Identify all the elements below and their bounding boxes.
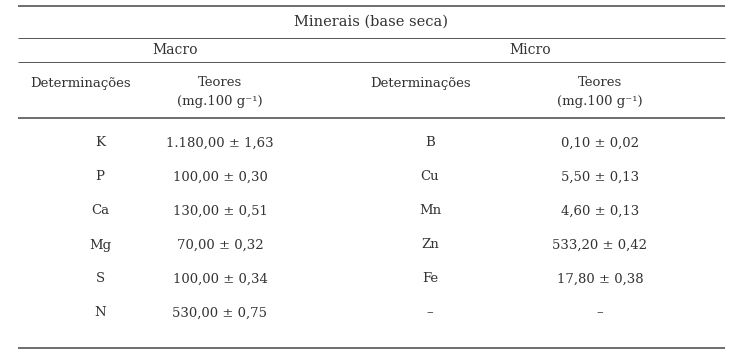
Text: 4,60 ± 0,13: 4,60 ± 0,13	[561, 205, 639, 217]
Text: 5,50 ± 0,13: 5,50 ± 0,13	[561, 171, 639, 183]
Text: 130,00 ± 0,51: 130,00 ± 0,51	[172, 205, 267, 217]
Text: 70,00 ± 0,32: 70,00 ± 0,32	[177, 239, 263, 251]
Text: 0,10 ± 0,02: 0,10 ± 0,02	[561, 137, 639, 149]
Text: Determinações: Determinações	[30, 76, 131, 90]
Text: 533,20 ± 0,42: 533,20 ± 0,42	[553, 239, 647, 251]
Text: Fe: Fe	[422, 273, 438, 285]
Text: S: S	[95, 273, 105, 285]
Text: –: –	[426, 307, 433, 320]
Text: 100,00 ± 0,34: 100,00 ± 0,34	[172, 273, 267, 285]
Text: Teores: Teores	[198, 76, 242, 90]
Text: Determinações: Determinações	[370, 76, 470, 90]
Text: Ca: Ca	[91, 205, 109, 217]
Text: Macro: Macro	[152, 43, 198, 57]
Text: –: –	[597, 307, 603, 320]
Text: Teores: Teores	[578, 76, 622, 90]
Text: P: P	[96, 171, 105, 183]
Text: 100,00 ± 0,30: 100,00 ± 0,30	[172, 171, 267, 183]
Text: Micro: Micro	[509, 43, 551, 57]
Text: Cu: Cu	[421, 171, 439, 183]
Text: B: B	[425, 137, 435, 149]
Text: 1.180,00 ± 1,63: 1.180,00 ± 1,63	[166, 137, 274, 149]
Text: Mg: Mg	[89, 239, 111, 251]
Text: 17,80 ± 0,38: 17,80 ± 0,38	[557, 273, 643, 285]
Text: K: K	[95, 137, 105, 149]
Text: Minerais (base seca): Minerais (base seca)	[294, 15, 448, 29]
Text: Zn: Zn	[421, 239, 439, 251]
Text: N: N	[94, 307, 106, 320]
Text: (mg.100 g⁻¹): (mg.100 g⁻¹)	[557, 95, 643, 108]
Text: Mn: Mn	[419, 205, 441, 217]
Text: 530,00 ± 0,75: 530,00 ± 0,75	[172, 307, 267, 320]
Text: (mg.100 g⁻¹): (mg.100 g⁻¹)	[177, 95, 263, 108]
